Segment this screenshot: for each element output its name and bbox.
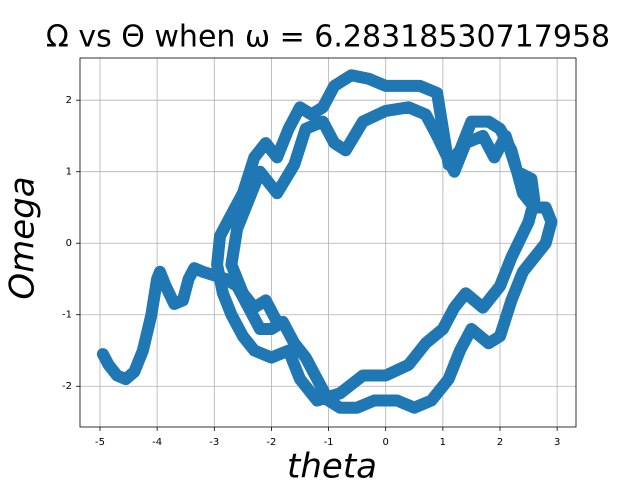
y-axis-label: Omega: [3, 176, 43, 299]
y-tick-label: 0: [66, 238, 72, 249]
y-tick-label: -2: [62, 381, 72, 392]
x-tick-label: -3: [209, 437, 219, 448]
x-tick-label: -4: [152, 437, 162, 448]
x-tick-label: 1: [440, 437, 446, 448]
x-axis-label: theta: [287, 447, 377, 480]
chart-title: Ω vs Θ when ω = 6.28318530717958: [46, 20, 610, 55]
x-tick-label: 3: [554, 437, 560, 448]
plot-frame: [79, 57, 577, 428]
x-tick-label: 2: [497, 437, 503, 448]
y-tick-label: 1: [66, 167, 72, 178]
x-tick-label: -2: [266, 437, 276, 448]
y-tick-label: -1: [62, 310, 72, 321]
trajectory: [96, 69, 558, 414]
x-tick-label: -5: [95, 437, 105, 448]
x-tick-label: 0: [383, 437, 389, 448]
y-tick-label: 2: [66, 95, 72, 106]
x-tick-label: -1: [324, 437, 334, 448]
